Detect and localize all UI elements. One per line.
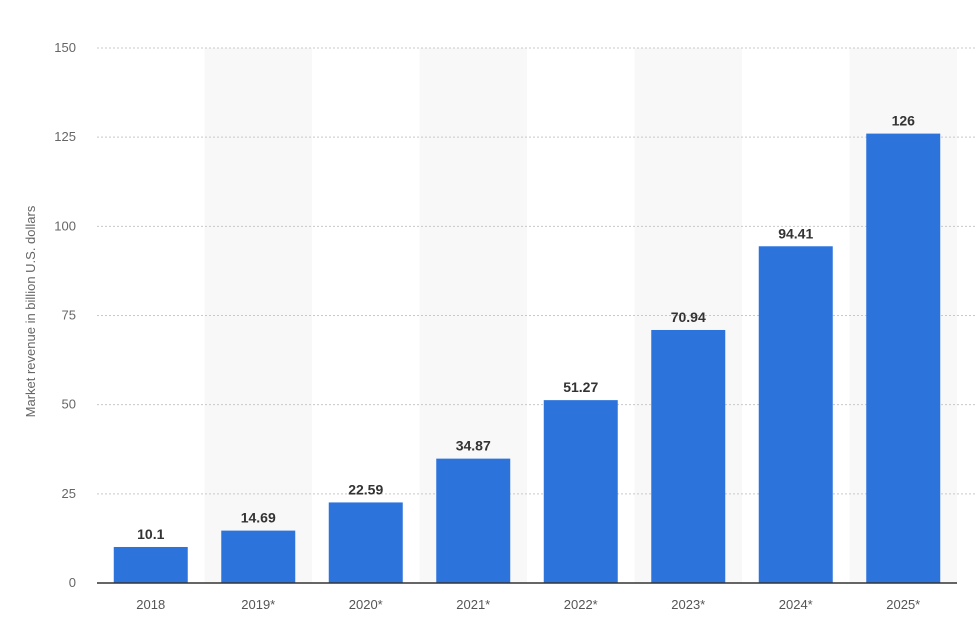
y-tick-label: 25 (62, 486, 76, 501)
y-axis-label: Market revenue in billion U.S. dollars (23, 205, 38, 417)
y-tick-label: 75 (62, 308, 76, 323)
x-tick-label: 2023* (671, 597, 705, 612)
data-label: 10.1 (137, 526, 164, 542)
data-labels: 10.1 14.69 22.59 34.87 51.27 70.94 94.41 126 (137, 113, 915, 542)
data-label: 22.59 (348, 481, 383, 497)
bar[interactable] (651, 329, 726, 583)
data-label: 126 (892, 113, 916, 129)
y-tick-label: 150 (54, 40, 76, 55)
data-label: 94.41 (778, 225, 813, 241)
y-tick-label: 125 (54, 129, 76, 144)
y-tick-label: 50 (62, 397, 76, 412)
x-tick-label: 2021* (456, 597, 490, 612)
x-tick-label: 2019* (241, 597, 275, 612)
x-axis-ticks: 2018 2019* 2020* 2021* 2022* 2023* 2024* 2025* (136, 597, 920, 612)
y-tick-label: 0 (69, 575, 76, 590)
x-tick-label: 2018 (136, 597, 165, 612)
bar[interactable] (328, 502, 403, 583)
data-label: 51.27 (563, 379, 598, 395)
x-tick-label: 2025* (886, 597, 920, 612)
bar[interactable] (436, 458, 511, 583)
bar[interactable] (543, 400, 618, 583)
x-tick-label: 2022* (564, 597, 598, 612)
data-label: 70.94 (671, 309, 706, 325)
bar[interactable] (221, 530, 296, 583)
bar[interactable] (113, 546, 188, 583)
data-label: 14.69 (241, 510, 276, 526)
bar[interactable] (758, 246, 833, 583)
y-tick-label: 100 (54, 218, 76, 233)
bars (113, 133, 941, 583)
x-tick-label: 2024* (779, 597, 813, 612)
bar[interactable] (866, 133, 941, 583)
data-label: 34.87 (456, 438, 491, 454)
y-axis-ticks: 0 25 50 75 100 125 150 (54, 40, 76, 590)
x-tick-label: 2020* (349, 597, 383, 612)
